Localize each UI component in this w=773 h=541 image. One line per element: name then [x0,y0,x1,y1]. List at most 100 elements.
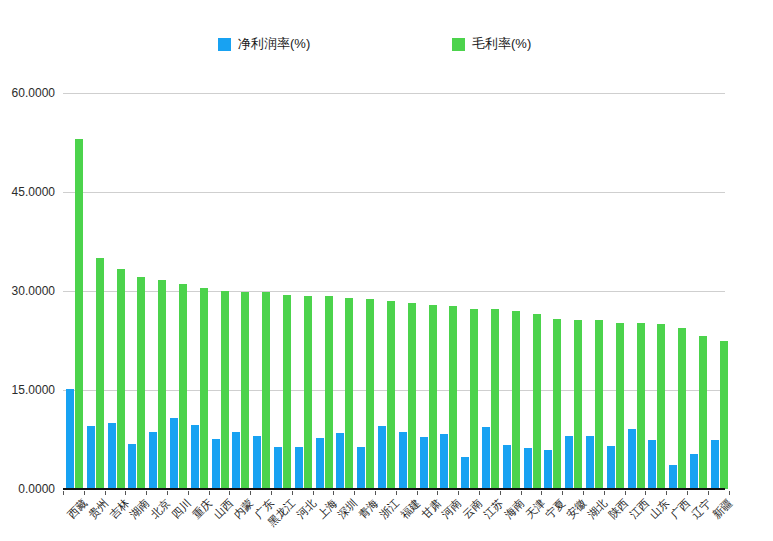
bar-深圳-毛利率(%)[interactable] [345,298,353,489]
bar-新疆-净利润率(%)[interactable] [711,440,719,489]
bar-广西-毛利率(%)[interactable] [678,328,686,489]
y-tick-label: 60.0000 [3,86,55,100]
bar-天津-毛利率(%)[interactable] [533,314,541,489]
bar-陕西-净利润率(%)[interactable] [607,446,615,489]
bar-山西-毛利率(%)[interactable] [221,291,229,489]
x-tick [167,491,168,495]
x-tick [417,491,418,495]
bar-山西-净利润率(%)[interactable] [212,439,220,489]
bar-西藏-净利润率(%)[interactable] [66,389,74,489]
bar-福建-净利润率(%)[interactable] [399,432,407,489]
bar-广东-净利润率(%)[interactable] [253,436,261,489]
x-tick [562,491,563,495]
bar-四川-净利润率(%)[interactable] [170,418,178,489]
bar-辽宁-毛利率(%)[interactable] [699,336,707,489]
x-tick [292,491,293,495]
bar-重庆-毛利率(%)[interactable] [200,288,208,489]
gross-margin-swatch-icon [452,38,465,51]
bar-四川-毛利率(%)[interactable] [179,284,187,489]
bar-河北-毛利率(%)[interactable] [304,296,312,489]
bar-湖北-毛利率(%)[interactable] [595,320,603,489]
bar-安徽-净利润率(%)[interactable] [565,436,573,489]
bar-青海-净利润率(%)[interactable] [357,447,365,489]
x-tick [188,491,189,495]
x-tick [333,491,334,495]
bar-云南-净利润率(%)[interactable] [461,457,469,489]
x-tick [63,491,64,495]
bar-青海-毛利率(%)[interactable] [366,299,374,489]
x-tick [146,491,147,495]
x-tick [500,491,501,495]
bar-海南-净利润率(%)[interactable] [503,445,511,489]
bar-江苏-毛利率(%)[interactable] [491,309,499,489]
bar-chart: 净利润率(%) 毛利率(%) 60.000045.000030.000015.0… [0,0,773,541]
bar-湖南-毛利率(%)[interactable] [137,277,145,489]
x-tick [521,491,522,495]
bar-广西-净利润率(%)[interactable] [669,465,677,489]
bar-海南-毛利率(%)[interactable] [512,311,520,489]
bar-北京-净利润率(%)[interactable] [149,432,157,489]
bar-辽宁-净利润率(%)[interactable] [690,454,698,489]
x-tick [729,491,730,495]
bar-河南-毛利率(%)[interactable] [449,306,457,489]
bar-上海-毛利率(%)[interactable] [325,296,333,489]
bar-山东-净利润率(%)[interactable] [648,440,656,490]
bar-安徽-毛利率(%)[interactable] [574,320,582,489]
y-tick-label: 0.0000 [3,482,55,496]
bar-西藏-毛利率(%)[interactable] [75,139,83,489]
bar-黑龙江-毛利率(%)[interactable] [283,295,291,489]
bar-云南-毛利率(%)[interactable] [470,309,478,489]
bar-贵州-毛利率(%)[interactable] [96,258,104,489]
bar-江西-毛利率(%)[interactable] [637,323,645,489]
x-tick [84,491,85,495]
bar-河南-净利润率(%)[interactable] [440,434,448,489]
legend-label: 毛利率(%) [472,37,531,51]
bar-深圳-净利润率(%)[interactable] [336,433,344,489]
bar-浙江-净利润率(%)[interactable] [378,426,386,489]
x-tick [375,491,376,495]
bar-江苏-净利润率(%)[interactable] [482,427,490,489]
bar-吉林-净利润率(%)[interactable] [108,423,116,489]
x-tick [209,491,210,495]
bar-甘肃-净利润率(%)[interactable] [420,437,428,489]
bar-天津-净利润率(%)[interactable] [524,448,532,489]
bar-内蒙-净利润率(%)[interactable] [232,432,240,489]
x-tick [541,491,542,495]
x-axis-line [63,488,725,490]
bar-吉林-毛利率(%)[interactable] [117,269,125,489]
net-margin-swatch-icon [218,38,231,51]
bar-浙江-毛利率(%)[interactable] [387,301,395,489]
bar-宁夏-净利润率(%)[interactable] [544,450,552,489]
bar-河北-净利润率(%)[interactable] [295,447,303,489]
x-tick [229,491,230,495]
bar-甘肃-毛利率(%)[interactable] [429,305,437,489]
x-tick [458,491,459,495]
bar-北京-毛利率(%)[interactable] [158,280,166,489]
bar-广东-毛利率(%)[interactable] [262,292,270,489]
bar-黑龙江-净利润率(%)[interactable] [274,447,282,489]
bar-内蒙-毛利率(%)[interactable] [241,292,249,489]
x-tick [437,491,438,495]
legend-label: 净利润率(%) [238,37,310,51]
legend-item-gross-margin[interactable]: 毛利率(%) [452,37,531,51]
y-tick-label: 45.0000 [3,185,55,199]
x-tick [105,491,106,495]
x-tick [125,491,126,495]
x-tick [396,491,397,495]
bar-贵州-净利润率(%)[interactable] [87,426,95,489]
x-tick [687,491,688,495]
x-tick [250,491,251,495]
legend-item-net-margin[interactable]: 净利润率(%) [218,37,310,51]
bar-福建-毛利率(%)[interactable] [408,303,416,489]
bar-上海-净利润率(%)[interactable] [316,438,324,489]
bar-山东-毛利率(%)[interactable] [657,324,665,489]
bar-陕西-毛利率(%)[interactable] [616,323,624,489]
bar-宁夏-毛利率(%)[interactable] [553,319,561,489]
bar-江西-净利润率(%)[interactable] [628,429,636,489]
bar-湖南-净利润率(%)[interactable] [128,444,136,489]
bar-重庆-净利润率(%)[interactable] [191,425,199,489]
bar-新疆-毛利率(%)[interactable] [720,341,728,489]
bar-湖北-净利润率(%)[interactable] [586,436,594,489]
x-tick [708,491,709,495]
x-tick [625,491,626,495]
